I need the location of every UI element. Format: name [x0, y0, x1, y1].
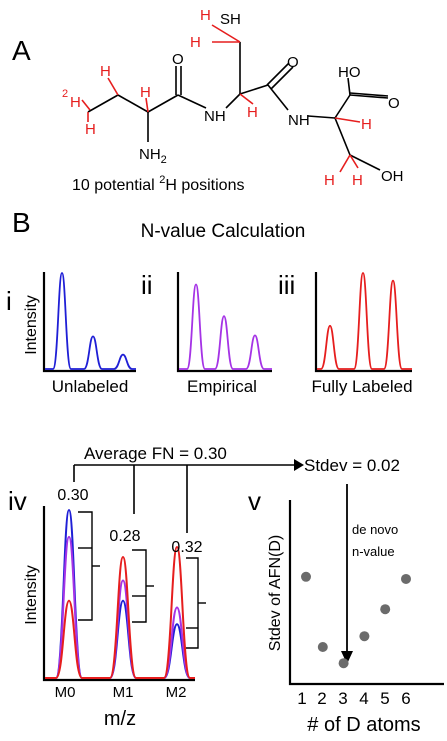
arrow-to-minimum-head	[341, 651, 353, 664]
scatter-v-axes	[288, 500, 444, 686]
h-atom: H	[361, 116, 372, 133]
h-atom: H	[190, 34, 201, 51]
h-atom: H	[100, 63, 111, 80]
h-atom: H	[200, 7, 211, 24]
molecule-atoms: SH O O HO O NH NH NH2 OH	[139, 11, 404, 185]
nh-left-label: NH	[204, 108, 226, 125]
o-right-label: O	[388, 95, 400, 112]
tick-d-5: 5	[380, 689, 389, 708]
subpanel-label-ii: ii	[141, 270, 153, 300]
stdev-label: Stdev = 0.02	[304, 456, 400, 475]
panel-label-b: B	[12, 207, 31, 238]
subpanel-label-iv: iv	[8, 486, 27, 516]
scatter-point	[401, 573, 411, 584]
tick-d-6: 6	[401, 689, 410, 708]
tick-d-2: 2	[317, 689, 326, 708]
spectrum-iv-empirical	[45, 535, 195, 679]
tick-m1: M1	[113, 684, 134, 701]
tick-m0: M0	[55, 684, 76, 701]
h-atom: H	[85, 121, 96, 138]
xlabel-d-atoms: # of D atoms	[307, 714, 420, 736]
o-mid-label: O	[287, 54, 299, 71]
panel-a-caption: 10 potential 2H positions	[72, 174, 244, 194]
scatter-point	[380, 604, 391, 615]
sh-label: SH	[220, 11, 241, 28]
subpanel-i-caption: Unlabeled	[52, 377, 129, 396]
spectrum-trace-unlabeled	[45, 272, 136, 370]
h-atom: H	[324, 172, 335, 189]
h-atom: H	[352, 172, 363, 189]
spectrum-iv-axes	[42, 506, 195, 682]
scatter-point	[338, 658, 349, 669]
h-atom: H	[247, 104, 258, 121]
panel-label-a: A	[12, 35, 31, 66]
scatter-points	[301, 571, 411, 669]
tick-m2: M2	[166, 684, 187, 701]
spectrum-iv-brackets	[78, 511, 206, 649]
subpanel-label-i: i	[6, 286, 12, 316]
hydrogen-atoms: 2 H H H H H H H H H H	[62, 7, 372, 189]
scatter-point	[301, 571, 311, 582]
deuterium-mass-label: 2	[62, 88, 68, 100]
spectrum-traces	[45, 272, 412, 370]
spectrum-axes	[42, 272, 412, 373]
subpanel-iii-caption: Fully Labeled	[311, 377, 412, 396]
ylabel-stdev-afn: Stdev of AFN(D)	[267, 535, 284, 651]
subpanel-ii-caption: Empirical	[187, 377, 257, 396]
fn-value-m2: 0.32	[171, 539, 202, 556]
scatter-point	[359, 631, 370, 642]
spectrum-iv-traces	[45, 508, 195, 679]
annotation-n-value: n-value	[352, 544, 395, 559]
fn-value-m0: 0.30	[57, 487, 88, 504]
spectrum-trace-fully-labeled	[317, 272, 412, 370]
nh2-label: NH2	[139, 146, 167, 166]
nh-right-label: NH	[288, 112, 310, 129]
h-atom: H	[140, 84, 151, 101]
subpanel-label-v: v	[248, 486, 261, 516]
fn-value-m1: 0.28	[109, 528, 140, 545]
intensity-axis-label-iv: Intensity	[23, 565, 40, 625]
xlabel-mz: m/z	[104, 708, 136, 730]
o-left-label: O	[172, 51, 184, 68]
intensity-axis-label-i: Intensity	[23, 295, 40, 355]
oh-label: OH	[381, 168, 404, 185]
tick-d-4: 4	[359, 689, 368, 708]
connector-lines	[73, 464, 294, 533]
spectrum-iv-labeled	[45, 545, 195, 679]
tick-d-1: 1	[297, 689, 306, 708]
h-atom: H	[70, 94, 81, 111]
panel-b-title: N-value Calculation	[141, 221, 306, 242]
molecule-bonds	[87, 42, 389, 171]
scatter-point	[317, 642, 328, 652]
ho-label: HO	[338, 64, 361, 81]
subpanel-label-iii: iii	[278, 270, 295, 300]
tick-d-3: 3	[338, 689, 347, 708]
arrow-to-stdev	[294, 459, 304, 471]
average-fn-label: Average FN = 0.30	[84, 444, 227, 463]
hydrogen-bonds	[81, 24, 361, 173]
annotation-de-novo: de novo	[352, 522, 398, 537]
spectrum-trace-empirical	[179, 283, 272, 370]
